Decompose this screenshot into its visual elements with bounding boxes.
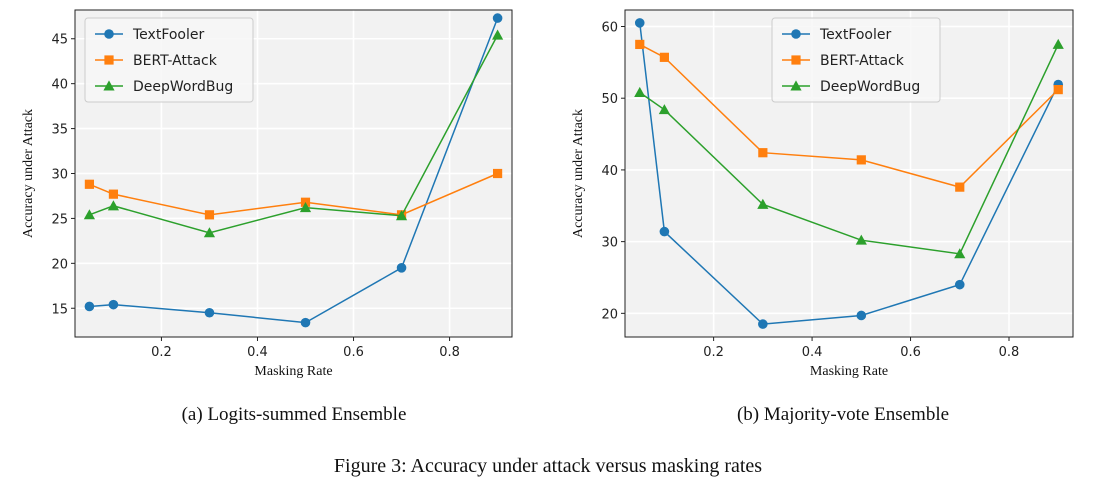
y-tick-label: 35 bbox=[51, 123, 68, 138]
data-point-bert-attack bbox=[635, 39, 645, 50]
legend-label-bert-attack: BERT-Attack bbox=[820, 53, 905, 69]
y-tick-label: 50 bbox=[601, 92, 618, 107]
y-tick-label: 45 bbox=[51, 33, 68, 48]
data-point-textfooler bbox=[84, 301, 95, 312]
x-axis-label: Masking Rate bbox=[810, 364, 888, 379]
legend-marker-deepwordbug bbox=[103, 80, 115, 91]
legend-label-deepwordbug: DeepWordBug bbox=[820, 79, 920, 95]
series-line-deepwordbug bbox=[89, 34, 499, 234]
data-point-textfooler bbox=[758, 319, 768, 329]
chart-majority-vote: 0.2 0.4 0.6 0.8 20 30 40 50 60 Masking Rate Accura… bbox=[571, 9, 1074, 379]
y-tick-label: 20 bbox=[51, 257, 68, 272]
plot-frame bbox=[624, 9, 1074, 338]
data-point-deepwordbug bbox=[658, 104, 670, 115]
data-point-bert-attack bbox=[856, 155, 866, 165]
x-tick-label: 0.4 bbox=[802, 345, 823, 360]
legend-marker-bert-attack bbox=[104, 55, 114, 65]
data-point-deepwordbug bbox=[395, 210, 408, 221]
legend-marker-bert-attack bbox=[791, 55, 801, 65]
data-point-textfooler bbox=[396, 263, 407, 273]
subfigure-caption-a: (a) Logits-summed Ensemble bbox=[182, 404, 407, 425]
x-tick-label: 0.6 bbox=[900, 345, 921, 360]
legend: TextFooler BERT-Attack DeepWordBug bbox=[771, 17, 941, 103]
legend-box bbox=[771, 17, 941, 103]
y-tick-label: 25 bbox=[51, 212, 68, 227]
subfigure-caption-b: (b) Majority-vote Ensemble bbox=[737, 404, 949, 425]
y-tick-label: 20 bbox=[601, 307, 618, 322]
data-point-deepwordbug bbox=[203, 227, 216, 238]
data-point-bert-attack bbox=[84, 179, 95, 189]
data-point-textfooler bbox=[954, 279, 965, 290]
x-tick-label: 0.4 bbox=[247, 345, 268, 360]
data-point-deepwordbug bbox=[954, 248, 966, 259]
legend-label-textfooler: TextFooler bbox=[819, 27, 892, 43]
x-axis-label: Masking Rate bbox=[254, 364, 332, 379]
data-point-bert-attack bbox=[758, 148, 768, 158]
x-tick-label: 0.6 bbox=[343, 345, 364, 360]
data-point-textfooler bbox=[204, 307, 215, 318]
data-point-deepwordbug bbox=[83, 209, 96, 220]
y-tick-label: 40 bbox=[51, 78, 68, 93]
data-point-textfooler bbox=[492, 13, 503, 23]
y-tick-label: 30 bbox=[601, 236, 618, 251]
data-point-textfooler bbox=[108, 299, 119, 310]
data-point-textfooler bbox=[634, 18, 645, 28]
data-point-textfooler bbox=[659, 226, 670, 237]
legend-label-bert-attack: BERT-Attack bbox=[133, 53, 218, 69]
y-axis-label: Accuracy under Attack bbox=[571, 109, 586, 238]
y-tick-label: 40 bbox=[601, 164, 618, 179]
x-tick-label: 0.2 bbox=[151, 345, 172, 360]
legend-box bbox=[84, 17, 254, 103]
series-line-deepwordbug bbox=[639, 44, 1059, 255]
data-point-deepwordbug bbox=[107, 200, 120, 211]
legend-marker-deepwordbug bbox=[790, 80, 802, 91]
data-point-textfooler bbox=[300, 317, 311, 328]
y-tick-label: 15 bbox=[51, 302, 68, 317]
data-point-deepwordbug bbox=[1052, 38, 1064, 49]
data-point-bert-attack bbox=[1053, 84, 1063, 95]
data-point-textfooler bbox=[856, 310, 867, 321]
data-point-bert-attack bbox=[108, 189, 119, 199]
y-axis-label: Accuracy under Attack bbox=[21, 109, 36, 238]
data-point-deepwordbug bbox=[757, 198, 769, 209]
data-point-deepwordbug bbox=[299, 202, 312, 213]
legend-marker-textfooler bbox=[104, 29, 114, 39]
y-tick-label: 30 bbox=[51, 168, 68, 183]
chart-logits-summed: 0.2 0.4 0.6 0.8 15 20 25 30 35 40 45 Masking Rate Ac… bbox=[21, 9, 513, 379]
x-tick-label: 0.8 bbox=[439, 345, 460, 360]
x-tick-label: 0.8 bbox=[999, 345, 1020, 360]
figure-caption: Figure 3: Accuracy under attack versus m… bbox=[334, 455, 762, 477]
data-point-deepwordbug bbox=[491, 29, 504, 40]
legend-marker-textfooler bbox=[791, 29, 801, 39]
data-point-deepwordbug bbox=[855, 234, 867, 245]
legend-label-textfooler: TextFooler bbox=[132, 27, 205, 43]
data-point-bert-attack bbox=[659, 52, 669, 62]
legend-label-deepwordbug: DeepWordBug bbox=[133, 79, 233, 95]
legend: TextFooler BERT-Attack DeepWordBug bbox=[84, 17, 254, 103]
data-point-deepwordbug bbox=[634, 86, 646, 97]
data-point-bert-attack bbox=[955, 182, 965, 192]
x-tick-label: 0.2 bbox=[703, 345, 724, 360]
y-tick-label: 60 bbox=[601, 20, 618, 35]
series-line-textfooler bbox=[639, 22, 1059, 325]
data-point-bert-attack bbox=[204, 210, 215, 220]
data-point-bert-attack bbox=[492, 168, 503, 179]
